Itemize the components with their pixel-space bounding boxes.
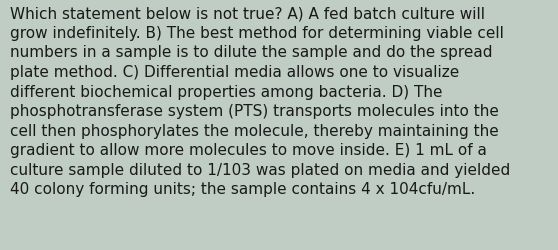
- Text: Which statement below is not true? A) A fed batch culture will
grow indefinitely: Which statement below is not true? A) A …: [10, 6, 511, 196]
